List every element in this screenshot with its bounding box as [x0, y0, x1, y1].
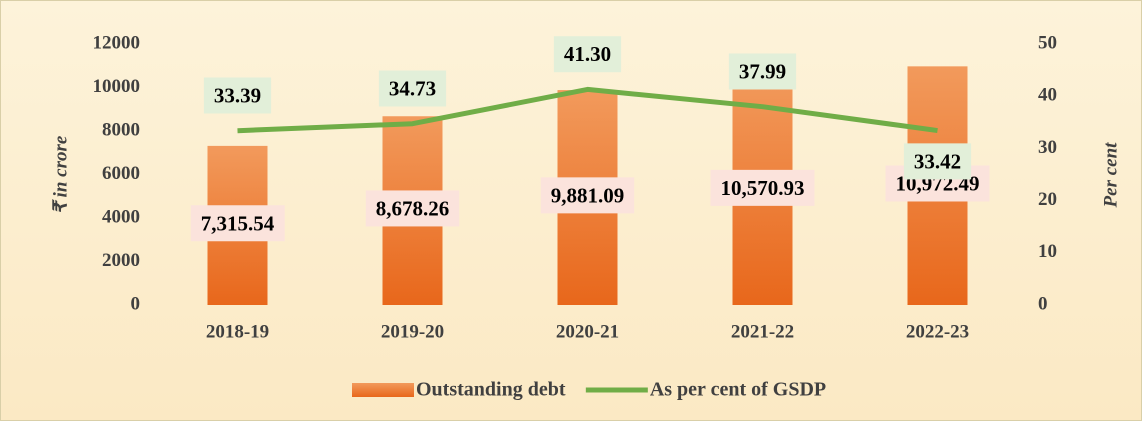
bar-value-label: 7,315.54	[201, 211, 275, 235]
y-tick-label: 6000	[102, 163, 140, 184]
y2-tick-label: 10	[1038, 241, 1057, 262]
x-tick-label: 2018-19	[206, 321, 269, 342]
y-tick-label: 10000	[93, 76, 141, 97]
y2-tick-label: 20	[1038, 189, 1057, 210]
y-axis-label: ₹ in crore	[50, 135, 71, 214]
y-tick-label: 12000	[93, 32, 141, 53]
line	[237, 86, 938, 134]
y-tick-label: 4000	[102, 206, 140, 227]
line-value-label: 33.42	[914, 149, 961, 173]
y-tick-label: 8000	[102, 119, 140, 140]
y-tick-label: 0	[131, 293, 141, 314]
line-value-label-box	[203, 77, 272, 114]
x-tick-label: 2019-20	[381, 321, 444, 342]
bar-value-label-box	[540, 177, 635, 214]
y2-tick-label: 0	[1038, 293, 1048, 314]
legend-label: Outstanding debt	[416, 379, 566, 401]
line-value-label: 34.73	[389, 77, 436, 101]
line-value-label-box	[553, 36, 622, 73]
y2-axis-label: Per cent	[1100, 142, 1121, 209]
y2-tick-label: 50	[1038, 32, 1057, 53]
legend-swatch	[352, 383, 414, 397]
bar-value-label-box	[190, 205, 285, 242]
line-value-label: 37.99	[739, 60, 786, 84]
x-tick-label: 2020-21	[556, 321, 619, 342]
line-value-label: 33.39	[214, 84, 261, 108]
bar-value-label: 10,570.93	[721, 176, 805, 200]
line-value-label-box	[728, 53, 797, 90]
x-tick-label: 2022-23	[906, 321, 969, 342]
y2-tick-label: 40	[1038, 85, 1057, 106]
x-tick-label: 2021-22	[731, 321, 794, 342]
bar-value-label: 9,881.09	[551, 183, 625, 207]
y2-tick-label: 30	[1038, 137, 1057, 158]
y-tick-label: 2000	[102, 250, 140, 271]
line-value-label-box	[903, 143, 972, 180]
legend-label: As per cent of GSDP	[650, 379, 826, 401]
line-value-label-box	[378, 70, 447, 107]
bar-value-label: 8,678.26	[376, 196, 450, 220]
bar-value-label-box	[365, 190, 460, 227]
line-value-label: 41.30	[564, 42, 611, 66]
bar-value-label-box	[710, 169, 815, 206]
